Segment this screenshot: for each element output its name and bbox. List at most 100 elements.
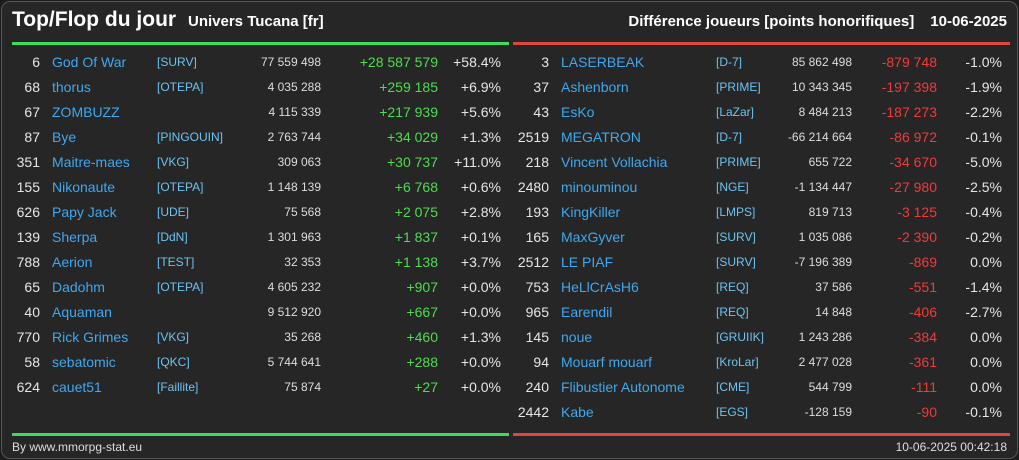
- player-rank: 788: [16, 253, 40, 270]
- player-name-link[interactable]: Aquaman: [52, 303, 112, 320]
- player-name-link[interactable]: ZOMBUZZ: [52, 103, 120, 120]
- player-rank: 94: [533, 353, 549, 370]
- top-row: 351 Maitre-maes [VKG] 309 063 +30 737 +11.0%: [12, 149, 509, 174]
- player-name-link[interactable]: God Of War: [52, 53, 127, 70]
- alliance-tag[interactable]: [SURV]: [157, 54, 197, 69]
- player-rank: 43: [533, 103, 549, 120]
- percent-change: -1.9%: [965, 78, 1002, 95]
- alliance-tag[interactable]: [KroLar]: [716, 354, 759, 369]
- points-difference: +1 138: [394, 253, 438, 270]
- top-row: 626 Papy Jack [UDE] 75 568 +2 075 +2.8%: [12, 199, 509, 224]
- points-difference: +907: [406, 278, 438, 295]
- player-rank: 155: [16, 178, 40, 195]
- player-name-link[interactable]: sebatomic: [52, 353, 116, 370]
- alliance-tag[interactable]: [SURV]: [716, 229, 756, 244]
- alliance-tag[interactable]: [SURV]: [716, 254, 756, 269]
- player-name-link[interactable]: Vincent Vollachia: [561, 153, 668, 170]
- flop-row: 2442 Kabe [EGS] -128 159 -90 -0.1%: [513, 399, 1010, 424]
- alliance-tag[interactable]: [CME]: [716, 379, 750, 394]
- generated-timestamp: 10-06-2025 00:42:18: [895, 440, 1007, 454]
- percent-change: +58.4%: [453, 53, 501, 70]
- universe-label: Univers Tucana [fr]: [188, 13, 324, 30]
- points-difference: +2 075: [394, 203, 438, 220]
- player-name-link[interactable]: HeLlCrAsH6: [561, 278, 639, 295]
- percent-change: -1.0%: [965, 53, 1002, 70]
- player-rank: 6: [32, 53, 40, 70]
- alliance-tag[interactable]: [UDE]: [157, 204, 190, 219]
- points-difference: -187 273: [881, 103, 937, 120]
- player-name-link[interactable]: minouminou: [561, 178, 638, 195]
- alliance-tag[interactable]: [PRIME]: [716, 154, 761, 169]
- alliance-tag[interactable]: [Faillite]: [157, 379, 199, 394]
- alliance-tag[interactable]: [LaZar]: [716, 104, 755, 119]
- player-points: -128 159: [804, 404, 852, 419]
- alliance-tag[interactable]: [NGE]: [716, 179, 749, 194]
- alliance-tag[interactable]: [OTEPA]: [157, 279, 204, 294]
- alliance-tag[interactable]: [QKC]: [157, 354, 190, 369]
- player-points: 32 353: [284, 254, 321, 269]
- player-points: 2 477 028: [798, 354, 852, 369]
- percent-change: +0.0%: [460, 303, 501, 320]
- percent-change: +1.3%: [460, 128, 501, 145]
- player-name-link[interactable]: Flibustier Autonome: [561, 378, 685, 395]
- percent-change: -0.1%: [965, 128, 1002, 145]
- player-name-link[interactable]: Ashenborn: [561, 78, 629, 95]
- player-points: 1 243 286: [798, 329, 852, 344]
- player-points: -7 196 389: [794, 254, 852, 269]
- player-name-link[interactable]: Bye: [52, 128, 77, 145]
- percent-change: +5.6%: [460, 103, 501, 120]
- alliance-tag[interactable]: [TEST]: [157, 254, 195, 269]
- alliance-tag[interactable]: [157, 299, 239, 324]
- percent-change: -2.2%: [965, 103, 1002, 120]
- player-name-link[interactable]: Aerion: [52, 253, 93, 270]
- alliance-tag[interactable]: [DdN]: [157, 229, 188, 244]
- percent-change: 0.0%: [970, 378, 1002, 395]
- player-name-link[interactable]: MEGATRON: [561, 128, 641, 145]
- player-name-link[interactable]: Mouarf mouarf: [561, 353, 653, 370]
- alliance-tag[interactable]: [PRIME]: [716, 79, 761, 94]
- player-name-link[interactable]: Dadohm: [52, 278, 105, 295]
- player-points: 8 484 213: [798, 104, 852, 119]
- player-name-link[interactable]: Sherpa: [52, 228, 98, 245]
- player-rank: 165: [525, 228, 549, 245]
- player-name-link[interactable]: Papy Jack: [52, 203, 117, 220]
- player-name-link[interactable]: Earendil: [561, 303, 613, 320]
- player-points: 75 568: [284, 204, 321, 219]
- player-name-link[interactable]: noue: [561, 328, 593, 345]
- player-name-link[interactable]: LE PIAF: [561, 253, 614, 270]
- points-difference: +34 029: [387, 128, 438, 145]
- alliance-tag[interactable]: [OTEPA]: [157, 79, 204, 94]
- top-row: 67 ZOMBUZZ 4 115 339 +217 939 +5.6%: [12, 99, 509, 124]
- player-name-link[interactable]: EsKo: [561, 103, 595, 120]
- alliance-tag[interactable]: [LMPS]: [716, 204, 756, 219]
- player-points: 5 744 641: [267, 354, 321, 369]
- player-name-link[interactable]: Maitre-maes: [52, 153, 130, 170]
- player-name-link[interactable]: cauet51: [52, 378, 102, 395]
- points-difference: -384: [908, 328, 937, 345]
- player-name-link[interactable]: Rick Grimes: [52, 328, 129, 345]
- player-name-link[interactable]: MaxGyver: [561, 228, 625, 245]
- alliance-tag[interactable]: [VKG]: [157, 329, 190, 344]
- alliance-tag[interactable]: [REQ]: [716, 304, 749, 319]
- percent-change: +6.9%: [460, 78, 501, 95]
- alliance-tag[interactable]: [157, 99, 239, 124]
- alliance-tag[interactable]: [OTEPA]: [157, 179, 204, 194]
- alliance-tag[interactable]: [VKG]: [157, 154, 190, 169]
- flop-row: 37 Ashenborn [PRIME] 10 343 345 -197 398 -1.9…: [513, 74, 1010, 99]
- points-difference: +460: [406, 328, 438, 345]
- player-name-link[interactable]: LASERBEAK: [561, 53, 645, 70]
- player-name-link[interactable]: Nikonaute: [52, 178, 116, 195]
- alliance-tag[interactable]: [GRUIIK]: [716, 329, 765, 344]
- player-points: 4 035 288: [267, 79, 321, 94]
- alliance-tag[interactable]: [D-7]: [716, 54, 743, 69]
- player-name-link[interactable]: Kabe: [561, 403, 594, 420]
- player-rank: 626: [16, 203, 40, 220]
- alliance-tag[interactable]: [PINGOUIN]: [157, 129, 224, 144]
- player-points: -66 214 664: [787, 129, 852, 144]
- alliance-tag[interactable]: [REQ]: [716, 279, 749, 294]
- points-difference: -869: [908, 253, 937, 270]
- player-name-link[interactable]: KingKiller: [561, 203, 621, 220]
- alliance-tag[interactable]: [D-7]: [716, 129, 743, 144]
- player-name-link[interactable]: thorus: [52, 78, 91, 95]
- alliance-tag[interactable]: [EGS]: [716, 404, 749, 419]
